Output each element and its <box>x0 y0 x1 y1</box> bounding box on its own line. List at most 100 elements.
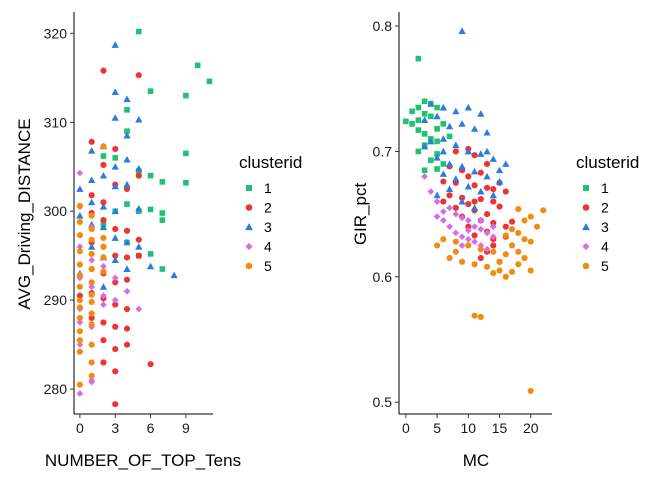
legend-key-cluster-4 <box>245 242 253 251</box>
data-point-cluster-2 <box>465 173 472 180</box>
y-tick-label: 320 <box>44 25 68 41</box>
data-point-cluster-2 <box>490 185 497 193</box>
data-point-cluster-3 <box>123 155 131 163</box>
right-legend-title: clusterid <box>576 153 639 172</box>
data-point-cluster-2 <box>100 199 107 206</box>
y-tick-label: 0.7 <box>373 143 393 159</box>
data-point-cluster-5 <box>88 359 95 366</box>
legend-key-cluster-5 <box>245 262 253 270</box>
data-point-cluster-4 <box>123 287 131 295</box>
data-point-cluster-3 <box>111 182 119 190</box>
data-point-cluster-3 <box>111 256 119 264</box>
data-point-cluster-3 <box>427 100 435 107</box>
data-point-cluster-1 <box>124 201 130 207</box>
data-point-cluster-3 <box>420 116 429 123</box>
right-legend: clusterid 1 2 3 4 5 <box>576 153 639 274</box>
left-legend-items: 1 2 3 4 5 <box>245 180 272 274</box>
data-point-cluster-2 <box>88 192 95 199</box>
legend-key-cluster-5 <box>582 262 590 270</box>
data-point-cluster-2 <box>483 184 491 191</box>
x-tick-label: 5 <box>433 420 441 436</box>
data-point-cluster-3 <box>445 160 454 167</box>
data-point-cluster-1 <box>403 118 409 125</box>
data-point-cluster-2 <box>502 188 509 195</box>
data-point-cluster-5 <box>440 236 447 243</box>
data-point-cluster-2 <box>452 204 459 211</box>
data-point-cluster-3 <box>76 212 84 219</box>
data-point-cluster-1 <box>112 155 119 161</box>
data-point-cluster-4 <box>135 305 143 313</box>
data-point-cluster-1 <box>415 104 422 111</box>
data-point-cluster-1 <box>183 150 189 157</box>
data-point-cluster-3 <box>99 203 108 210</box>
data-point-cluster-1 <box>147 251 154 257</box>
data-point-cluster-4 <box>76 341 84 348</box>
data-point-cluster-5 <box>527 267 534 274</box>
left-scatter-points <box>76 28 213 408</box>
data-point-cluster-3 <box>123 265 131 272</box>
data-point-cluster-5 <box>88 341 95 348</box>
left-y-axis-title: AVG_Driving_DISTANCE <box>15 118 34 309</box>
data-point-cluster-3 <box>483 147 491 155</box>
data-point-cluster-2 <box>502 223 509 230</box>
data-point-cluster-2 <box>471 152 478 159</box>
data-point-cluster-2 <box>88 314 95 322</box>
data-point-cluster-3 <box>111 207 119 215</box>
data-point-cluster-4 <box>452 210 460 218</box>
data-point-cluster-5 <box>76 304 83 311</box>
x-tick-label: 6 <box>147 420 155 436</box>
data-point-cluster-2 <box>465 223 472 230</box>
data-point-cluster-2 <box>112 225 119 233</box>
data-point-cluster-5 <box>496 267 503 274</box>
data-point-cluster-3 <box>483 172 491 180</box>
data-point-cluster-5 <box>540 207 547 214</box>
data-point-cluster-1 <box>434 151 440 157</box>
data-point-cluster-5 <box>515 248 522 255</box>
data-point-cluster-1 <box>428 113 434 120</box>
y-tick-label: 0.6 <box>373 269 393 285</box>
data-point-cluster-2 <box>147 361 154 368</box>
data-point-cluster-1 <box>446 133 453 140</box>
right-scatter-points <box>403 27 547 395</box>
data-point-cluster-3 <box>439 103 447 111</box>
data-point-cluster-5 <box>76 261 83 268</box>
data-point-cluster-2 <box>76 292 83 299</box>
data-point-cluster-2 <box>471 182 478 189</box>
legend-label-cluster-4: 4 <box>601 239 609 255</box>
data-point-cluster-2 <box>112 401 119 408</box>
data-point-cluster-3 <box>427 137 435 145</box>
data-point-cluster-5 <box>515 206 522 213</box>
data-point-cluster-4 <box>427 188 435 195</box>
data-point-cluster-4 <box>76 169 84 177</box>
data-point-cluster-2 <box>471 198 478 205</box>
data-point-cluster-1 <box>415 127 422 133</box>
data-point-cluster-2 <box>458 194 466 201</box>
data-point-cluster-5 <box>521 254 528 262</box>
data-point-cluster-5 <box>471 312 478 319</box>
data-point-cluster-5 <box>508 242 516 249</box>
data-point-cluster-4 <box>446 204 453 212</box>
data-point-cluster-1 <box>183 179 189 186</box>
data-point-cluster-2 <box>100 161 107 169</box>
data-point-cluster-5 <box>88 372 95 379</box>
data-point-cluster-4 <box>433 213 441 220</box>
x-tick-label: 3 <box>111 420 119 436</box>
data-point-cluster-3 <box>111 163 119 170</box>
data-point-cluster-3 <box>99 283 108 290</box>
data-point-cluster-5 <box>76 202 83 209</box>
legend-label-cluster-5: 5 <box>601 258 609 274</box>
data-point-cluster-3 <box>452 141 460 149</box>
data-point-cluster-1 <box>415 55 422 62</box>
data-point-cluster-4 <box>483 229 491 237</box>
right-y-axis-title: GIR_pct <box>351 183 370 246</box>
data-point-cluster-4 <box>100 263 107 270</box>
data-point-cluster-3 <box>458 162 466 170</box>
data-point-cluster-4 <box>477 225 485 233</box>
data-point-cluster-5 <box>88 225 95 233</box>
y-tick-label: 0.5 <box>373 394 393 410</box>
data-point-cluster-3 <box>135 164 143 172</box>
data-point-cluster-5 <box>446 254 453 262</box>
data-point-cluster-5 <box>88 265 95 273</box>
data-point-cluster-3 <box>470 167 479 175</box>
legend-label-cluster-1: 1 <box>264 180 272 196</box>
